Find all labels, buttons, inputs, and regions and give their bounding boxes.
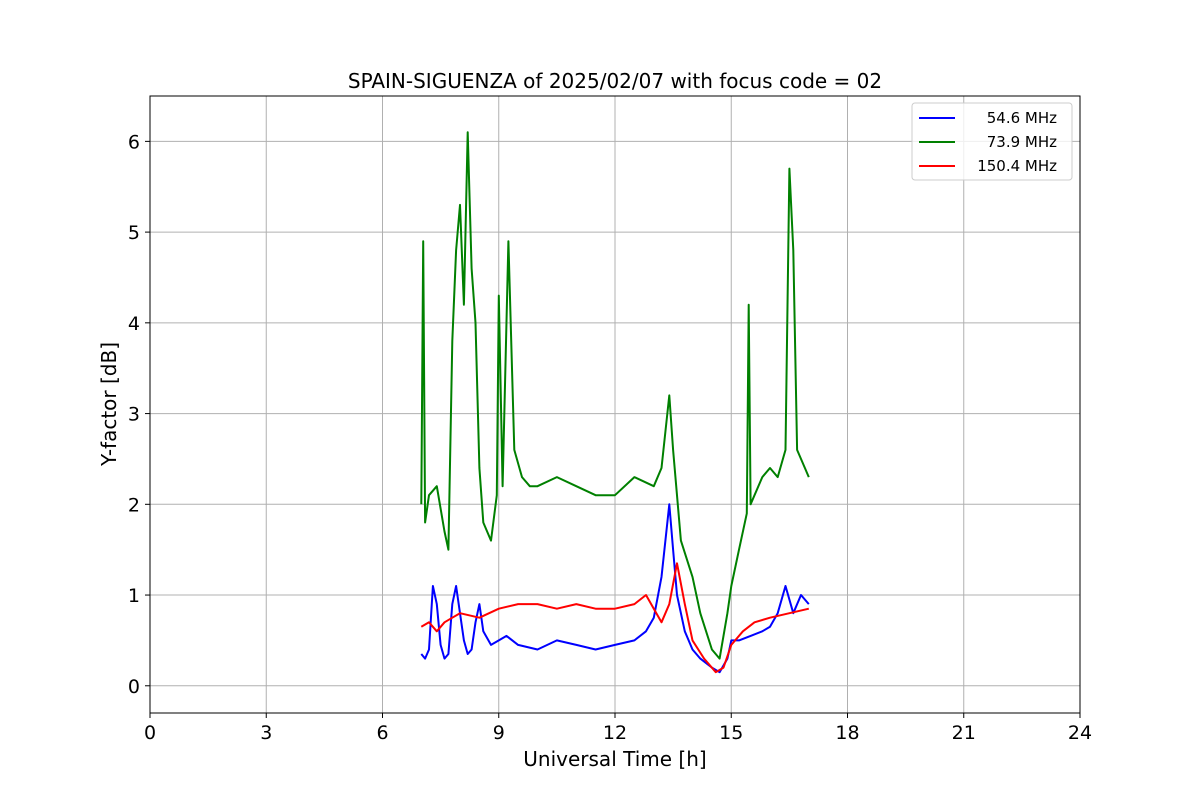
y-tick-label: 1	[128, 585, 140, 607]
x-tick-label: 12	[603, 722, 627, 744]
y-tick-label: 5	[128, 222, 140, 244]
x-tick-label: 3	[260, 722, 272, 744]
y-tick-label: 4	[128, 313, 140, 335]
x-tick-label: 0	[144, 722, 156, 744]
x-tick-label: 18	[835, 722, 859, 744]
x-tick-label: 9	[493, 722, 505, 744]
series-line-2	[420, 562, 810, 674]
series-line-0	[420, 503, 810, 674]
x-axis: 0 3 6 9 12 15 18 21 24	[144, 713, 1092, 744]
chart-title: SPAIN-SIGUENZA of 2025/02/07 with focus …	[348, 69, 882, 93]
y-tick-label: 2	[128, 494, 140, 516]
y-tick-label: 0	[128, 676, 140, 698]
legend-label-0: 54.6 MHz	[987, 109, 1057, 127]
legend-label-2: 150.4 MHz	[977, 157, 1057, 175]
y-tick-label: 6	[128, 131, 140, 153]
y-axis-title: Y-factor [dB]	[97, 342, 121, 467]
legend-box	[911, 102, 1073, 181]
x-tick-label: 24	[1068, 722, 1092, 744]
x-axis-title: Universal Time [h]	[523, 747, 706, 771]
legend: 54.6 MHz 73.9 MHz 150.4 MHz	[911, 102, 1073, 181]
series-line-1	[420, 131, 810, 660]
x-tick-label: 6	[376, 722, 388, 744]
x-tick-label: 15	[719, 722, 743, 744]
series-layer	[420, 131, 810, 674]
legend-label-1: 73.9 MHz	[987, 133, 1057, 151]
x-tick-label: 21	[952, 722, 976, 744]
y-axis: 0 1 2 3 4 5 6	[128, 131, 150, 698]
y-tick-label: 3	[128, 404, 140, 426]
